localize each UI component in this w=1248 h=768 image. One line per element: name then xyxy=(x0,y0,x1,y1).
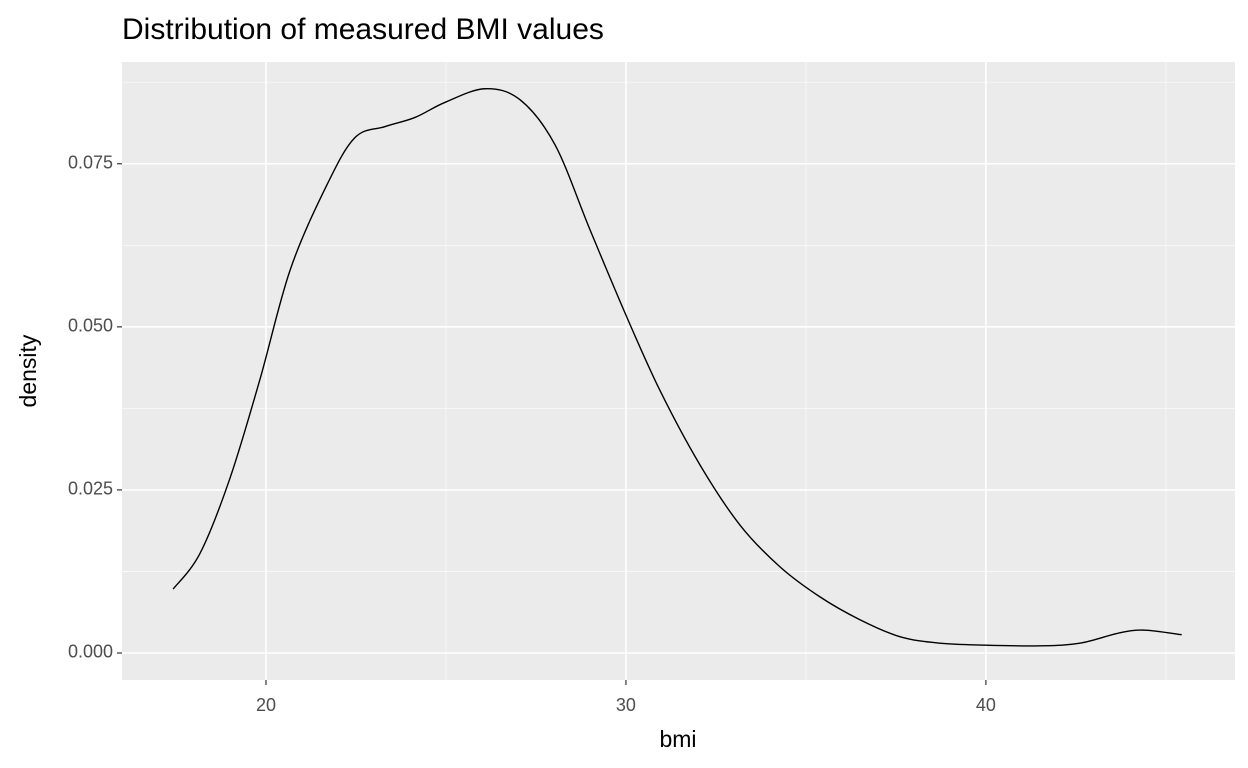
y-tick-label: 0.025 xyxy=(68,479,113,499)
y-axis-label: density xyxy=(15,334,41,407)
x-tick-label: 40 xyxy=(976,695,996,715)
y-tick-label: 0.075 xyxy=(68,153,113,173)
x-axis-label: bmi xyxy=(659,726,696,752)
x-tick-label: 30 xyxy=(616,695,636,715)
y-tick-label: 0.000 xyxy=(68,642,113,662)
x-tick-label: 20 xyxy=(256,695,276,715)
chart-title: Distribution of measured BMI values xyxy=(122,13,604,46)
density-line xyxy=(172,88,1182,647)
y-tick-label: 0.050 xyxy=(68,316,113,336)
panel xyxy=(122,62,1235,680)
